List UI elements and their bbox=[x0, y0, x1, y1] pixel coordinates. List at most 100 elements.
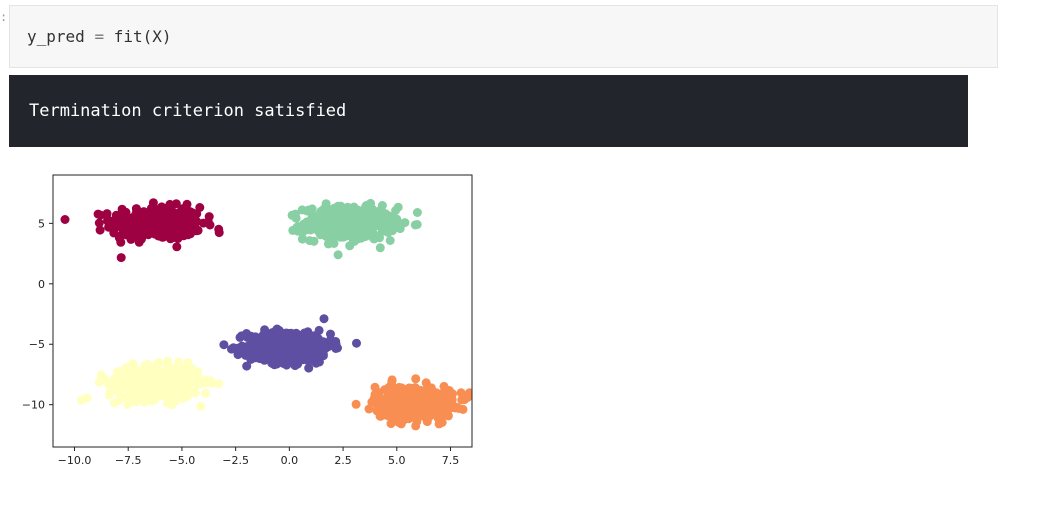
scatter-point bbox=[319, 204, 329, 214]
scatter-point bbox=[386, 419, 396, 429]
y-tick-label: −5 bbox=[29, 338, 45, 351]
y-tick-label: −10 bbox=[22, 399, 45, 412]
scatter-point bbox=[408, 398, 418, 408]
scatter-point bbox=[214, 379, 224, 389]
scatter-point bbox=[204, 212, 214, 222]
scatter-point bbox=[366, 198, 376, 208]
scatter-point bbox=[318, 351, 328, 361]
scatter-point bbox=[118, 207, 128, 217]
scatter-point bbox=[201, 388, 211, 398]
scatter-point bbox=[384, 213, 394, 223]
scatter-point bbox=[116, 381, 126, 391]
scatter-point bbox=[177, 377, 187, 387]
scatter-point bbox=[172, 242, 182, 252]
scatter-point bbox=[127, 365, 137, 375]
scatter-point bbox=[340, 217, 350, 227]
scatter-point bbox=[411, 374, 421, 384]
scatter-point bbox=[246, 348, 256, 358]
scatter-point bbox=[344, 207, 353, 217]
scatter-point bbox=[333, 213, 343, 223]
scatter-point bbox=[148, 382, 158, 392]
scatter-point bbox=[358, 224, 368, 234]
scatter-point bbox=[290, 361, 300, 371]
scatter-point bbox=[421, 384, 431, 394]
scatter-point bbox=[134, 207, 144, 217]
scatter-point bbox=[329, 239, 339, 248]
scatter-point bbox=[123, 400, 133, 409]
scatter-point bbox=[439, 381, 449, 391]
cluster-series-5 bbox=[351, 374, 472, 431]
scatter-point bbox=[154, 373, 164, 383]
cluster-series-2 bbox=[287, 198, 422, 260]
scatter-point bbox=[178, 393, 188, 403]
scatter-point bbox=[324, 213, 334, 223]
scatter-point bbox=[456, 388, 466, 398]
scatter-point bbox=[412, 208, 422, 217]
scatter-point bbox=[287, 210, 297, 220]
scatter-point bbox=[195, 203, 205, 212]
y-tick-label: 0 bbox=[38, 278, 45, 291]
scatter-point bbox=[386, 403, 396, 413]
cluster-series-4 bbox=[77, 356, 224, 411]
scatter-point bbox=[153, 357, 163, 367]
scatter-point bbox=[309, 341, 319, 351]
scatter-point bbox=[375, 206, 385, 215]
scatter-point bbox=[235, 332, 245, 342]
scatter-point bbox=[177, 204, 187, 214]
scatter-point bbox=[454, 404, 464, 413]
scatter-point bbox=[60, 215, 70, 224]
x-tick-label: 2.5 bbox=[334, 454, 352, 467]
scatter-point bbox=[112, 221, 122, 231]
scatter-point bbox=[309, 236, 319, 246]
scatter-point bbox=[377, 394, 387, 404]
scatter-point bbox=[175, 211, 185, 221]
scatter-point bbox=[463, 393, 472, 402]
scatter-point bbox=[384, 382, 394, 392]
scatter-point bbox=[387, 375, 397, 385]
scatter-point bbox=[296, 222, 306, 232]
scatter-point bbox=[133, 394, 143, 404]
scatter-point bbox=[186, 211, 196, 221]
code-variable: y_pred bbox=[27, 27, 85, 46]
code-cell[interactable]: y_pred = fit(X) bbox=[9, 5, 998, 68]
scatter-point bbox=[172, 365, 181, 375]
scatter-point bbox=[163, 212, 173, 222]
scatter-point bbox=[373, 232, 383, 241]
scatter-point bbox=[376, 411, 386, 421]
scatter-point bbox=[263, 341, 273, 351]
scatter-point bbox=[371, 213, 381, 222]
scatter-point bbox=[179, 369, 189, 379]
scatter-point bbox=[304, 363, 314, 373]
x-tick-label: −10.0 bbox=[58, 454, 92, 467]
scatter-point bbox=[186, 363, 196, 373]
scatter-point bbox=[164, 394, 174, 404]
scatter-point bbox=[424, 396, 434, 406]
scatter-point bbox=[269, 350, 279, 360]
scatter-point bbox=[284, 333, 294, 343]
scatter-point bbox=[164, 387, 174, 397]
scatter-point bbox=[136, 375, 146, 385]
scatter-point bbox=[443, 411, 453, 421]
scatter-point bbox=[333, 250, 343, 260]
scatter-point bbox=[112, 367, 122, 377]
scatter-point bbox=[148, 198, 158, 208]
scatter-point bbox=[433, 406, 443, 416]
scatter-point bbox=[395, 219, 405, 229]
scatter-point bbox=[129, 216, 139, 226]
scatter-point bbox=[411, 389, 421, 399]
scatter-point bbox=[364, 404, 374, 414]
scatter-chart-svg: −10.0 −7.5 −5.0 −2.5 0.0 2.5 5.0 7.5 5 0 −5 −10 bbox=[22, 174, 473, 467]
code-operator: = bbox=[94, 27, 105, 46]
scatter-point bbox=[391, 206, 401, 215]
scatter-point bbox=[114, 233, 124, 243]
scatter-point bbox=[349, 228, 359, 238]
plot-frame bbox=[52, 174, 473, 448]
scatter-point bbox=[351, 399, 361, 409]
output-cell: Termination criterion satisfied bbox=[9, 75, 968, 147]
scatter-point bbox=[310, 351, 320, 361]
scatter-point bbox=[272, 324, 282, 334]
scatter-point bbox=[116, 253, 126, 263]
y-tick-label: 5 bbox=[38, 217, 45, 230]
scatter-point bbox=[196, 401, 206, 411]
output-text: Termination criterion satisfied bbox=[29, 101, 347, 121]
